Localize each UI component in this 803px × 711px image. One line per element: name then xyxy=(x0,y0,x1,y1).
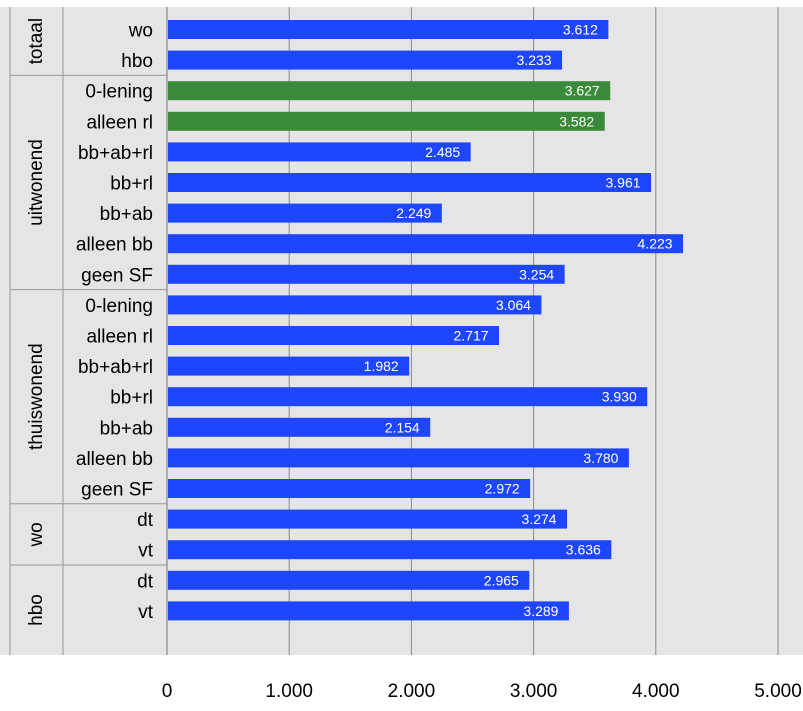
bar xyxy=(168,295,542,315)
bar xyxy=(168,264,565,284)
x-tick-label: 1.000 xyxy=(265,681,313,702)
bar xyxy=(168,417,431,437)
bar xyxy=(168,81,611,101)
category-label: bb+ab xyxy=(100,418,153,439)
category-label: bb+ab xyxy=(100,204,153,225)
category-label: geen SF xyxy=(81,265,153,286)
bar xyxy=(168,387,648,407)
x-tick-label: 5.000 xyxy=(754,681,802,702)
data-label: 1.982 xyxy=(364,358,399,374)
bar xyxy=(168,479,531,498)
data-label: 3.582 xyxy=(559,113,594,129)
category-label: 0-lening xyxy=(85,82,153,103)
bar xyxy=(168,326,500,345)
bar xyxy=(168,234,684,254)
category-label: dt xyxy=(137,571,154,592)
category-label: dt xyxy=(137,510,154,531)
x-tick-labels: 0 1.000 2.000 3.000 4.000 5.000 xyxy=(162,681,802,702)
x-tick-label: 2.000 xyxy=(388,681,436,702)
data-label: 4.223 xyxy=(638,236,673,252)
group-label: wo xyxy=(26,522,47,547)
category-label: alleen bb xyxy=(76,449,153,470)
bar xyxy=(168,601,569,621)
bar xyxy=(168,570,530,590)
bar xyxy=(168,203,442,223)
group-label: totaal xyxy=(26,18,47,64)
data-label: 3.274 xyxy=(522,511,557,527)
category-label: bb+rl xyxy=(110,174,153,195)
bar xyxy=(168,540,612,560)
data-label: 3.636 xyxy=(566,542,601,558)
x-tick-label: 0 xyxy=(162,681,173,702)
data-label: 3.627 xyxy=(565,83,600,99)
group-labels: totaal uitwonend thuiswonend wo hbo xyxy=(26,18,47,626)
category-label: wo xyxy=(128,21,153,42)
data-label: 2.972 xyxy=(485,481,520,497)
category-label: alleen rl xyxy=(86,112,153,133)
bars xyxy=(168,20,684,621)
bar xyxy=(168,356,410,376)
data-label: 2.249 xyxy=(396,205,431,221)
bar xyxy=(168,111,605,131)
data-label: 3.961 xyxy=(606,175,641,191)
category-label: bb+ab+rl xyxy=(78,357,153,378)
category-label: alleen rl xyxy=(86,327,153,348)
data-label: 3.930 xyxy=(602,389,637,405)
data-label: 2.154 xyxy=(385,419,420,435)
x-tick-label: 4.000 xyxy=(632,681,680,702)
data-label: 3.780 xyxy=(583,450,618,466)
x-tick-label: 3.000 xyxy=(510,681,558,702)
bar xyxy=(168,173,652,192)
data-label: 3.612 xyxy=(563,22,598,38)
category-label: geen SF xyxy=(81,480,153,501)
bar xyxy=(168,20,609,39)
bar xyxy=(168,448,629,468)
category-label: vt xyxy=(138,541,154,562)
group-label: hbo xyxy=(26,594,47,626)
category-label: vt xyxy=(138,602,154,623)
data-label: 2.965 xyxy=(484,572,519,588)
group-label: thuiswonend xyxy=(26,343,47,450)
data-label: 2.485 xyxy=(425,144,460,160)
category-label: alleen bb xyxy=(76,235,153,256)
data-label: 3.064 xyxy=(496,297,531,313)
data-label: 2.717 xyxy=(453,328,488,344)
data-label: 3.233 xyxy=(517,52,552,68)
category-label: hbo xyxy=(121,51,153,72)
bar xyxy=(168,50,563,70)
bar xyxy=(168,509,568,529)
bar xyxy=(168,142,471,162)
group-separators xyxy=(9,7,167,655)
category-label: 0-lening xyxy=(85,296,153,317)
category-label: bb+rl xyxy=(110,388,153,409)
data-label: 3.289 xyxy=(523,603,558,619)
data-label: 3.254 xyxy=(519,266,554,282)
category-labels: wo hbo 0-lening alleen rl bb+ab+rl bb+rl bb+ab… xyxy=(76,21,154,623)
group-label: uitwonend xyxy=(26,139,47,226)
category-label: bb+ab+rl xyxy=(78,143,153,164)
data-labels: 3.612 3.233 3.627 3.582 2.485 3.961 2.249 4.223… xyxy=(364,22,673,619)
